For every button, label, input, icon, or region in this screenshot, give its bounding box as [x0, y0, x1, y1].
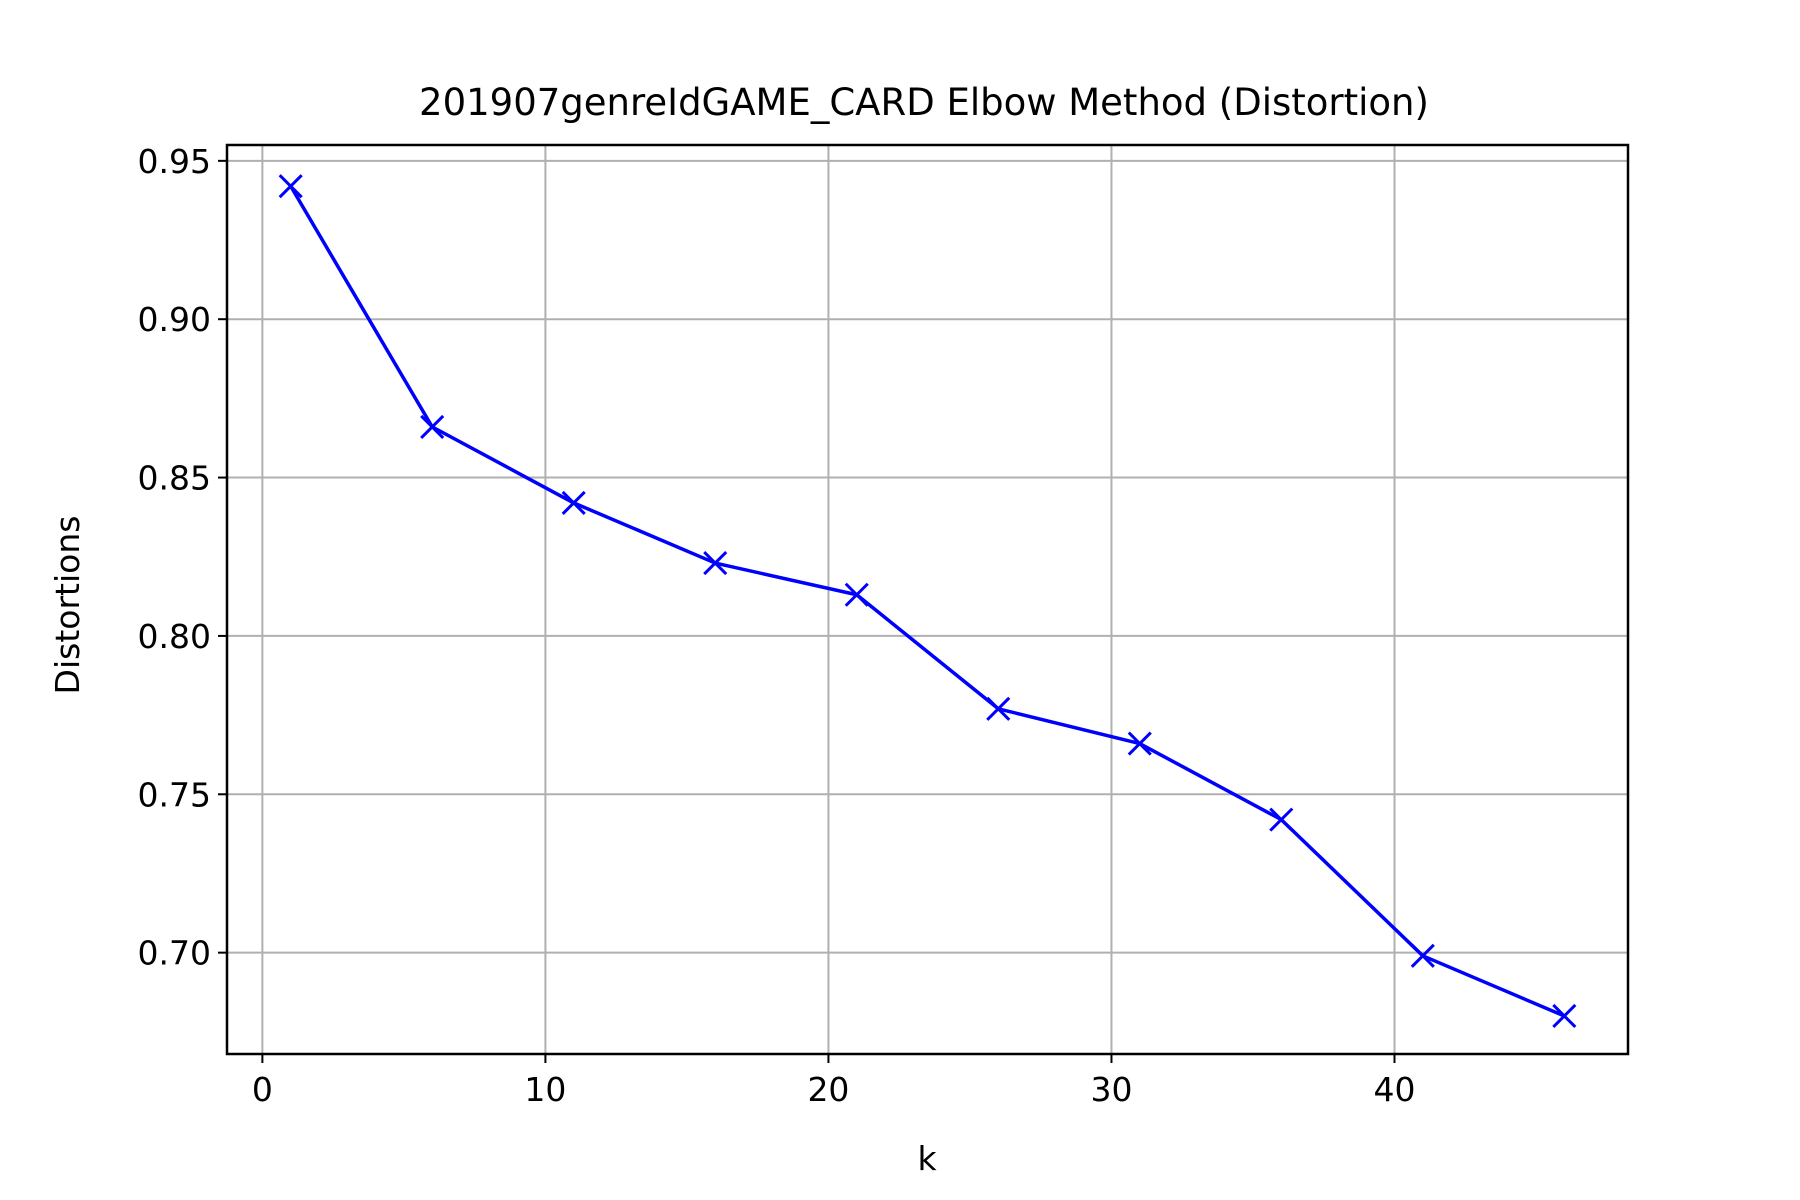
tick-layer: 0 10 20 30 40 0.70 0.75 0.80 0.85 0.90 0.95 — [138, 142, 1416, 1109]
y-tick-label: 0.70 — [138, 934, 211, 973]
data-point-marker — [1127, 731, 1152, 756]
data-point-marker — [561, 490, 586, 515]
data-point-marker — [1269, 807, 1294, 832]
y-tick-label: 0.80 — [138, 617, 211, 656]
y-tick-label: 0.85 — [138, 459, 211, 498]
x-tick-label: 30 — [1090, 1070, 1132, 1109]
data-point-marker — [986, 696, 1011, 721]
x-tick-label: 0 — [252, 1070, 273, 1109]
distortion-series-line — [289, 185, 1566, 1018]
x-axis-label: k — [917, 1139, 937, 1178]
data-point-marker — [278, 174, 303, 199]
x-tick-label: 20 — [807, 1070, 849, 1109]
y-axis-label: Distortions — [48, 516, 87, 695]
y-tick-label: 0.90 — [138, 300, 211, 339]
chart-title: 201907genreIdGAME_CARD Elbow Method (Dis… — [419, 81, 1429, 124]
grid-layer — [227, 145, 1628, 1054]
y-tick-label: 0.75 — [138, 775, 211, 814]
y-tick-label: 0.95 — [138, 142, 211, 181]
data-point-marker — [1552, 1003, 1577, 1029]
data-point-marker — [1410, 943, 1435, 968]
x-tick-label: 10 — [524, 1070, 566, 1109]
data-point-marker — [703, 551, 728, 576]
data-layer — [278, 174, 1577, 1029]
x-tick-label: 40 — [1374, 1070, 1416, 1109]
plot-frame — [225, 143, 1630, 1056]
data-point-marker — [844, 582, 869, 607]
data-point-marker — [420, 414, 445, 439]
